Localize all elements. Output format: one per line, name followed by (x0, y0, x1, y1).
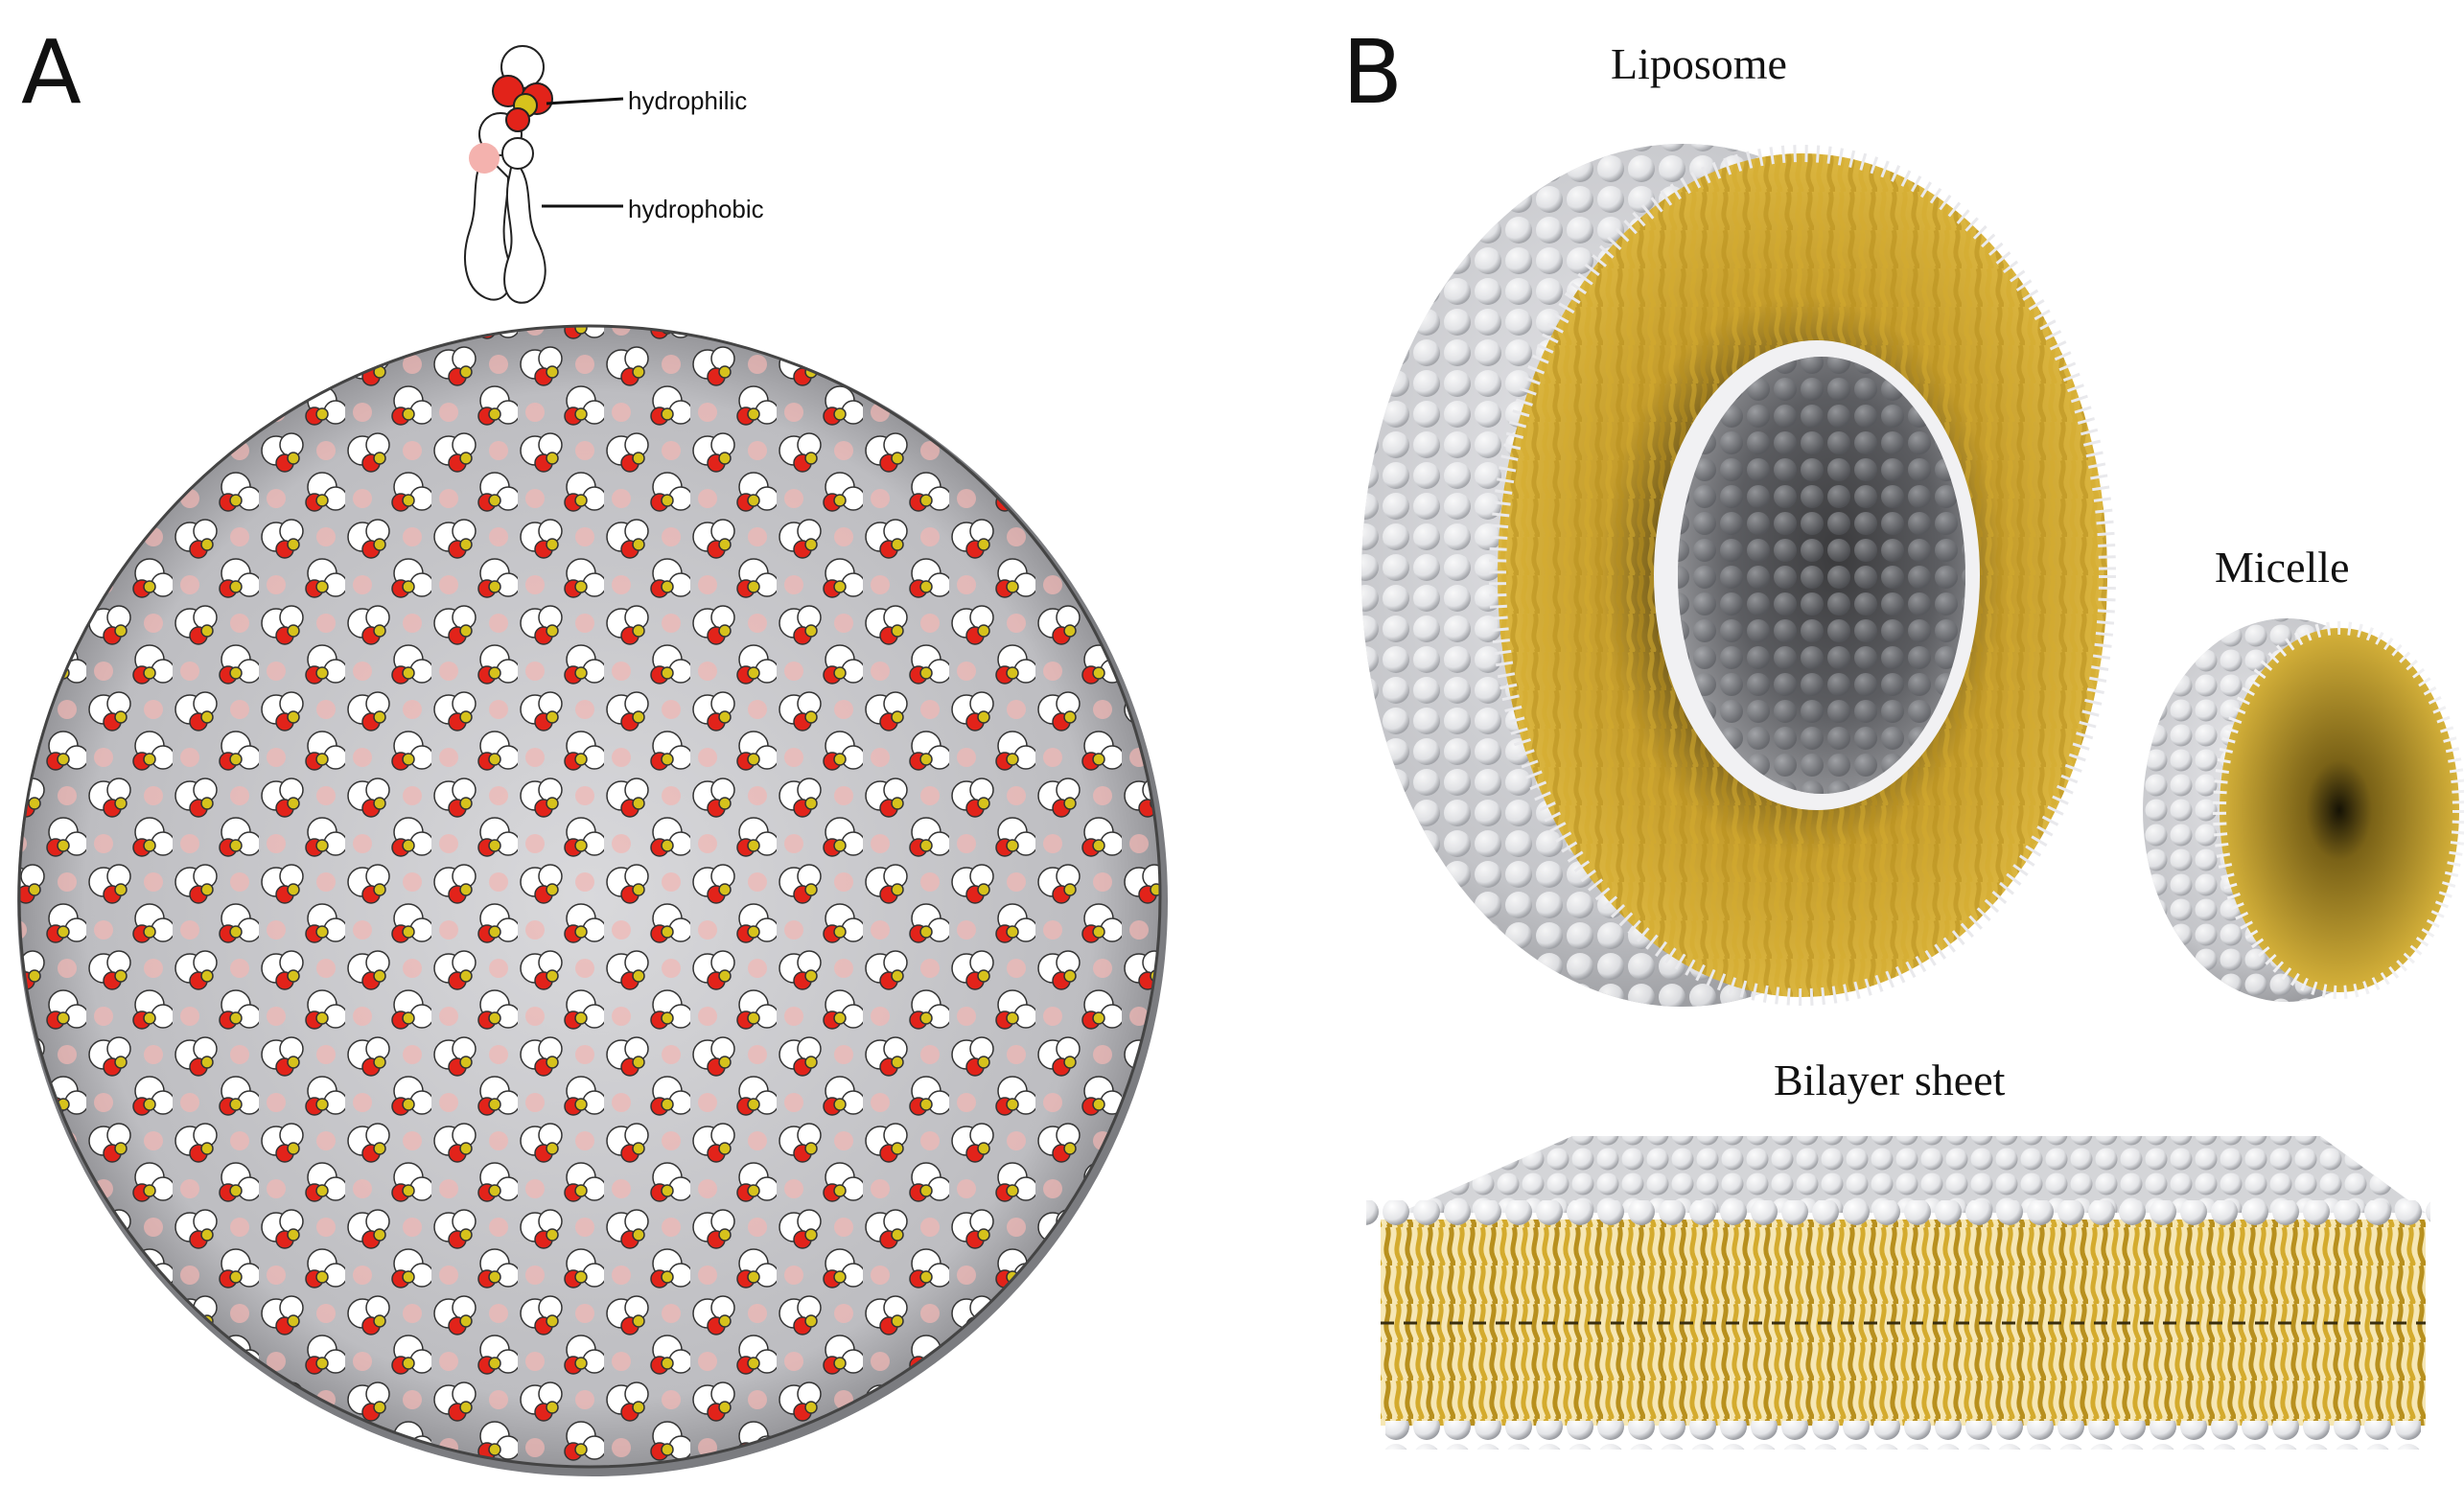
micelle-title: Micelle (2215, 543, 2350, 592)
vesicle-sphere (17, 324, 1168, 1476)
hydrophilic-leader-line (546, 97, 624, 105)
bilayer-title: Bilayer sheet (1774, 1056, 2006, 1104)
panel-a-letter: A (21, 21, 81, 124)
micelle (2143, 618, 2464, 1002)
phospholipid-molecule (464, 45, 624, 304)
hydrophilic-label: hydrophilic (628, 86, 748, 115)
liposome-title: Liposome (1611, 39, 1787, 88)
hydrophobic-label: hydrophobic (628, 195, 764, 223)
panel-b-letter: B (1342, 21, 1404, 124)
liposome (1361, 144, 2116, 1007)
bilayer-sheet (1366, 1136, 2430, 1450)
